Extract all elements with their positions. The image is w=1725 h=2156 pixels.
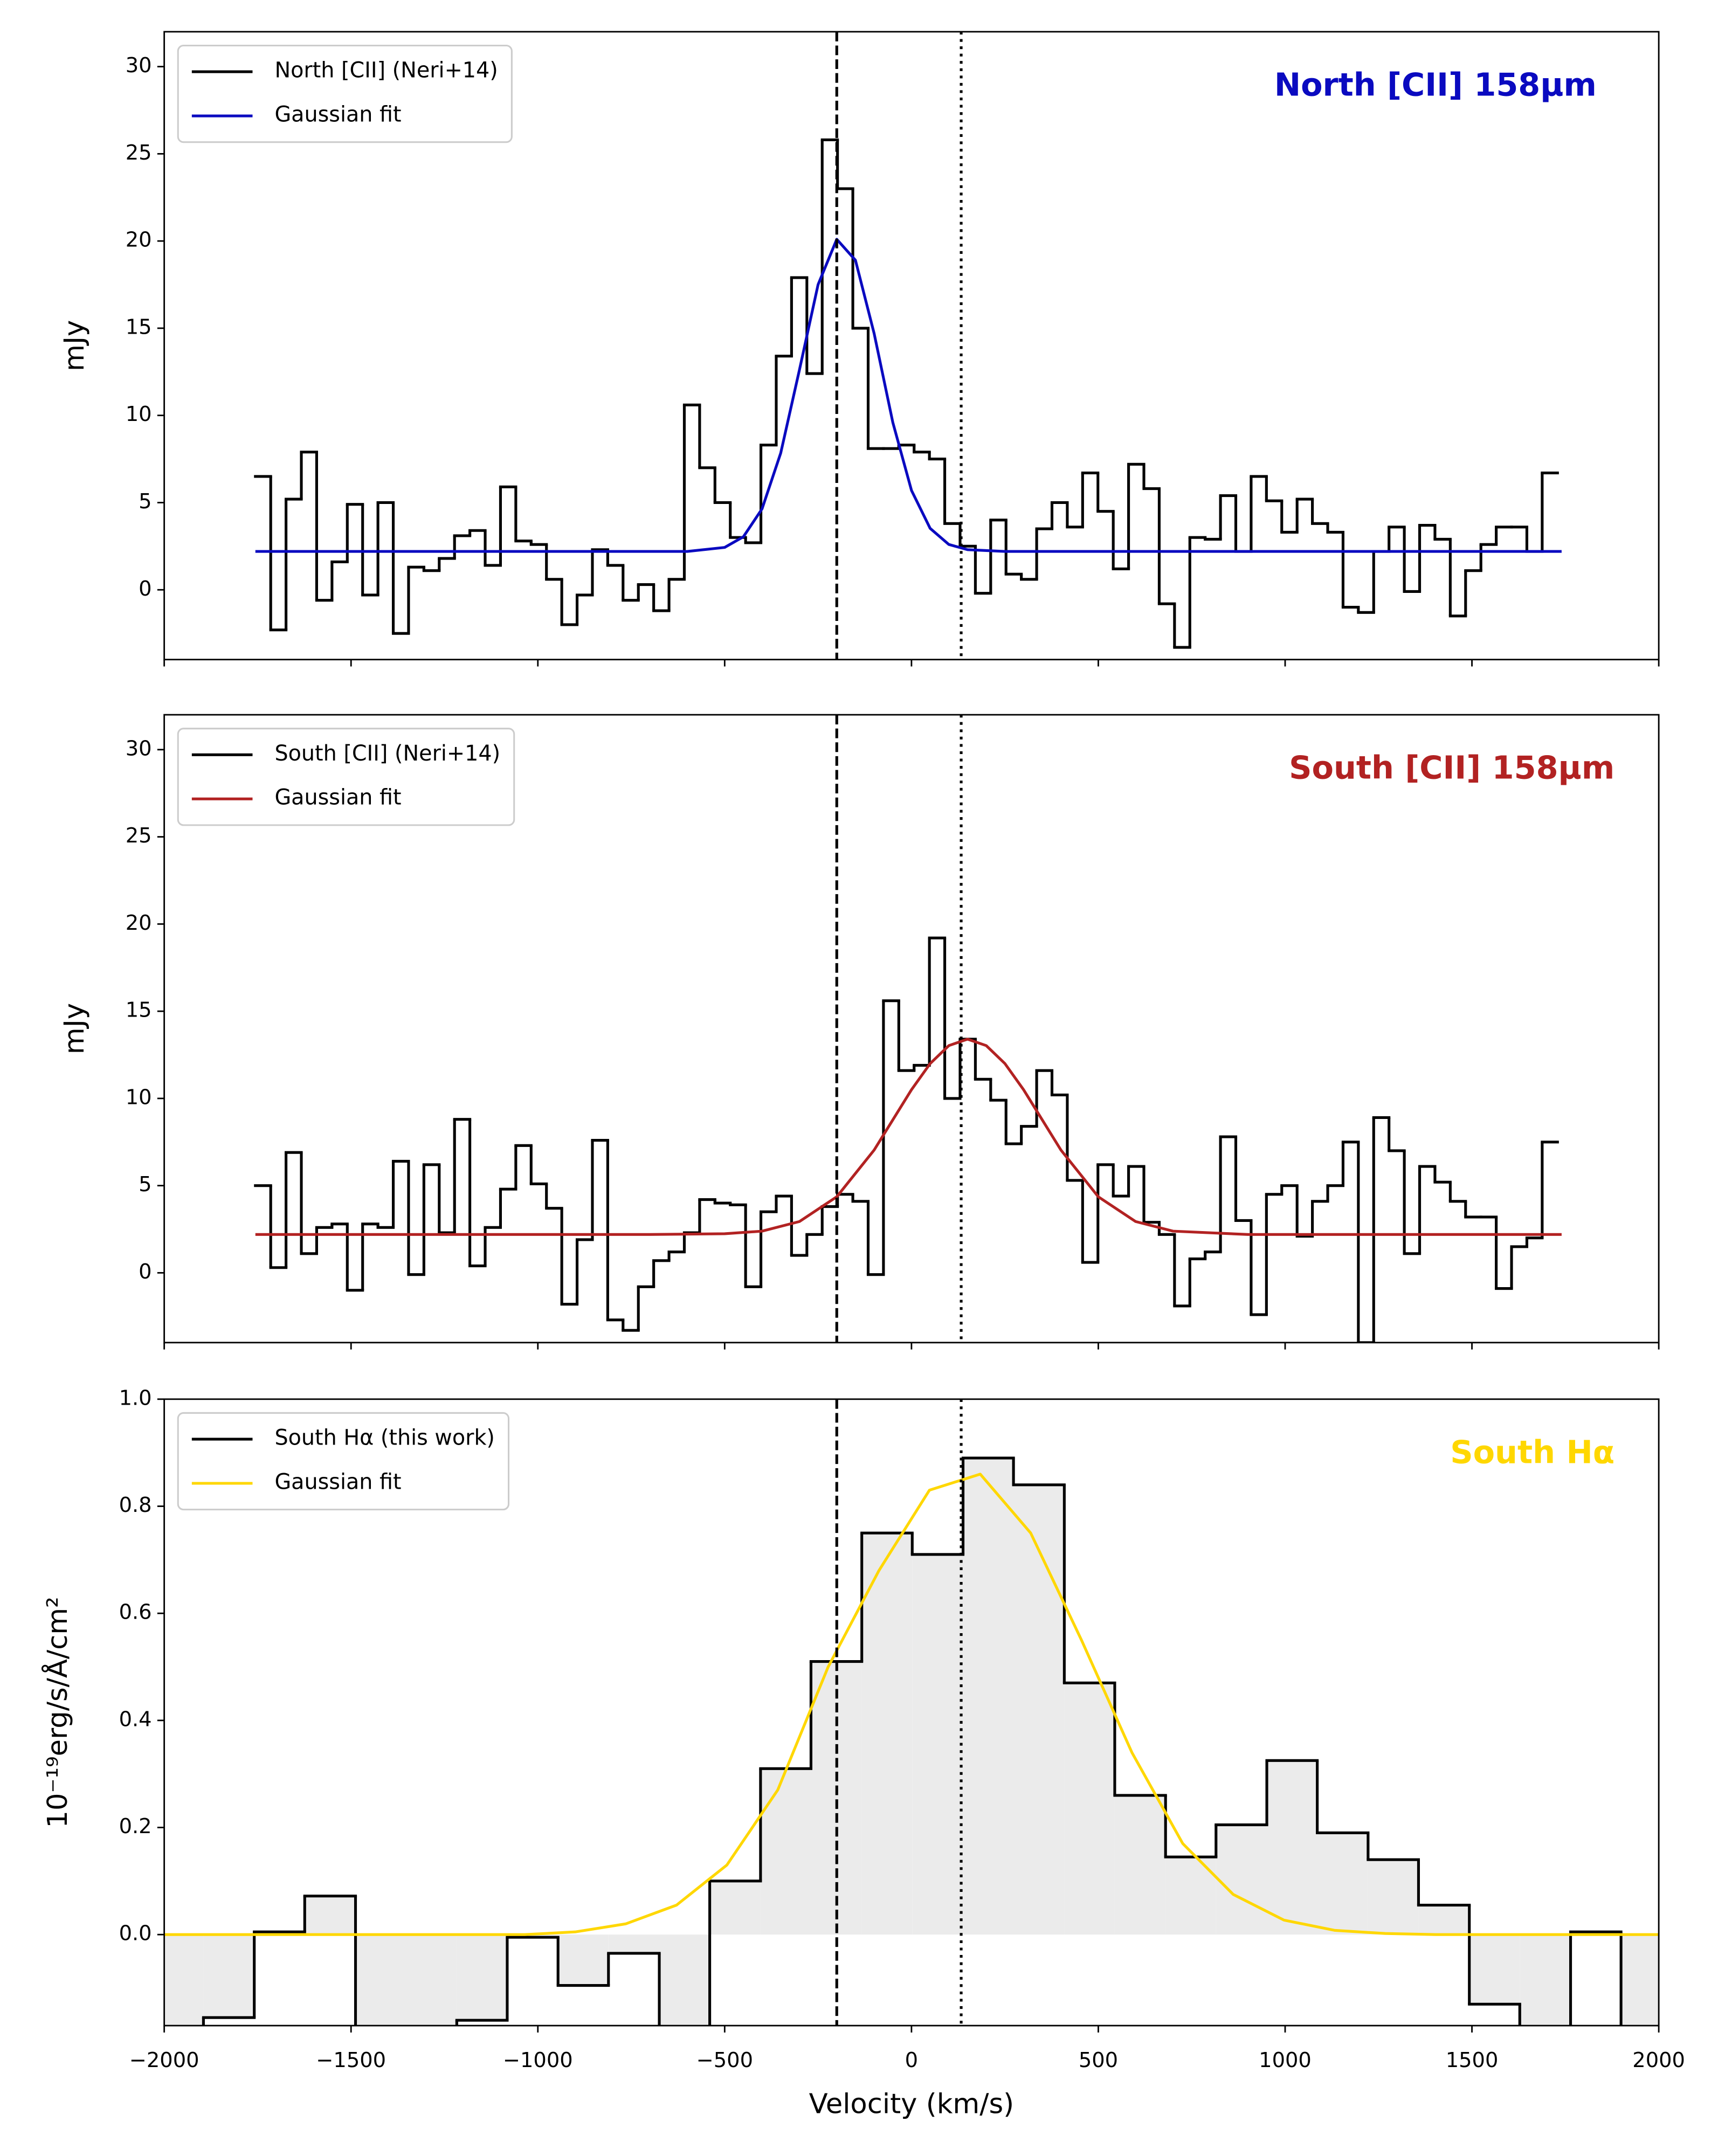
y-axis-label: 10⁻¹⁹erg/s/Å/cm² [40, 1597, 74, 1828]
y-tick-label: 30 [126, 736, 152, 761]
plot-area [164, 1456, 1659, 2026]
y-tick-label: 0.0 [119, 1922, 152, 1946]
fit-line [255, 1038, 1562, 1236]
legend-label: Gaussian fit [274, 1470, 401, 1495]
y-tick-label: 15 [126, 998, 152, 1022]
x-tick-label: 1000 [1259, 2048, 1312, 2072]
legend: South [CII] (Neri+14) Gaussian fit [177, 728, 515, 826]
step-fill [861, 1533, 913, 1935]
plot-area [254, 936, 1562, 1343]
step-fill [406, 1934, 457, 2026]
step-fill [1267, 1760, 1317, 1935]
legend-label: Gaussian fit [274, 785, 401, 810]
step-fill [1317, 1833, 1368, 1935]
y-tick-label: 20 [126, 228, 152, 252]
step-fill [1064, 1683, 1115, 1935]
legend: North [CII] (Neri+14) Gaussian fit [177, 44, 513, 143]
y-tick-label: 0 [139, 1260, 151, 1284]
step-fill [1368, 1860, 1419, 1935]
x-tick-label: 2000 [1632, 2048, 1685, 2072]
y-tick-label: 10 [126, 1085, 152, 1109]
x-tick-label: 0 [905, 2048, 918, 2072]
y-tick-label: 10 [126, 402, 152, 426]
x-axis-label: Velocity (km/s) [809, 2088, 1014, 2120]
step-fill [1621, 1934, 1659, 2026]
step-fill [355, 1934, 406, 2026]
step-fill [1114, 1795, 1166, 1935]
y-tick-label: 0.8 [119, 1493, 152, 1517]
y-tick-label: 25 [126, 824, 152, 848]
x-tick-label: −1000 [503, 2048, 573, 2072]
step-fill [709, 1881, 761, 1935]
y-tick-label: 0.4 [119, 1707, 152, 1731]
step-fill [457, 1934, 507, 2021]
step-fill [164, 1934, 204, 2026]
x-tick-label: −1500 [316, 2048, 386, 2072]
y-tick-label: 20 [126, 911, 152, 935]
x-tick-label: −500 [696, 2048, 753, 2072]
x-tick-label: 500 [1079, 2048, 1118, 2072]
legend-box [177, 1412, 510, 1511]
step-fill [558, 1934, 609, 1986]
legend-label: North [CII] (Neri+14) [274, 58, 498, 83]
panel-title: South Hα [1450, 1433, 1614, 1470]
fit-line [255, 238, 1562, 553]
y-tick-label: 0 [139, 577, 151, 601]
step-fill [1418, 1905, 1469, 1935]
legend-box [177, 44, 513, 143]
step-fill [1013, 1484, 1065, 1935]
y-axis-label: mJy [58, 1003, 91, 1054]
step-fill [1216, 1825, 1267, 1935]
panel-title: North [CII] 158μm [1274, 66, 1597, 103]
step-fill [1469, 1934, 1520, 2005]
panel-title: South [CII] 158μm [1289, 749, 1614, 786]
legend: South Hα (this work) Gaussian fit [177, 1412, 510, 1511]
y-tick-label: 15 [126, 315, 152, 339]
step-fill [608, 1934, 660, 1953]
x-tick-label: −2000 [129, 2048, 199, 2072]
step-fill [203, 1934, 254, 2018]
step-fill [912, 1554, 963, 1935]
step-fill [1520, 1934, 1571, 2026]
axes-frame [163, 714, 1660, 1344]
y-tick-label: 30 [126, 53, 152, 78]
legend-label: South Hα (this work) [274, 1426, 494, 1450]
legend-label: Gaussian fit [274, 102, 401, 127]
x-tick-label: 1500 [1446, 2048, 1499, 2072]
y-tick-label: 5 [139, 489, 151, 514]
legend-box [177, 728, 515, 826]
step-fill [963, 1458, 1014, 1935]
legend-label: South [CII] (Neri+14) [274, 741, 500, 766]
y-tick-label: 0.6 [119, 1600, 152, 1625]
step-fill [659, 1934, 710, 2026]
step-fill [760, 1768, 811, 1935]
y-axis-label: mJy [58, 320, 91, 371]
y-tick-label: 25 [126, 141, 152, 165]
step-fill [811, 1661, 862, 1935]
plot-area [254, 138, 1562, 649]
fit-line [164, 1473, 1659, 1936]
y-tick-label: 0.2 [119, 1814, 152, 1839]
step-fill [305, 1896, 356, 1935]
y-tick-label: 1.0 [119, 1386, 152, 1410]
y-tick-label: 5 [139, 1172, 151, 1197]
